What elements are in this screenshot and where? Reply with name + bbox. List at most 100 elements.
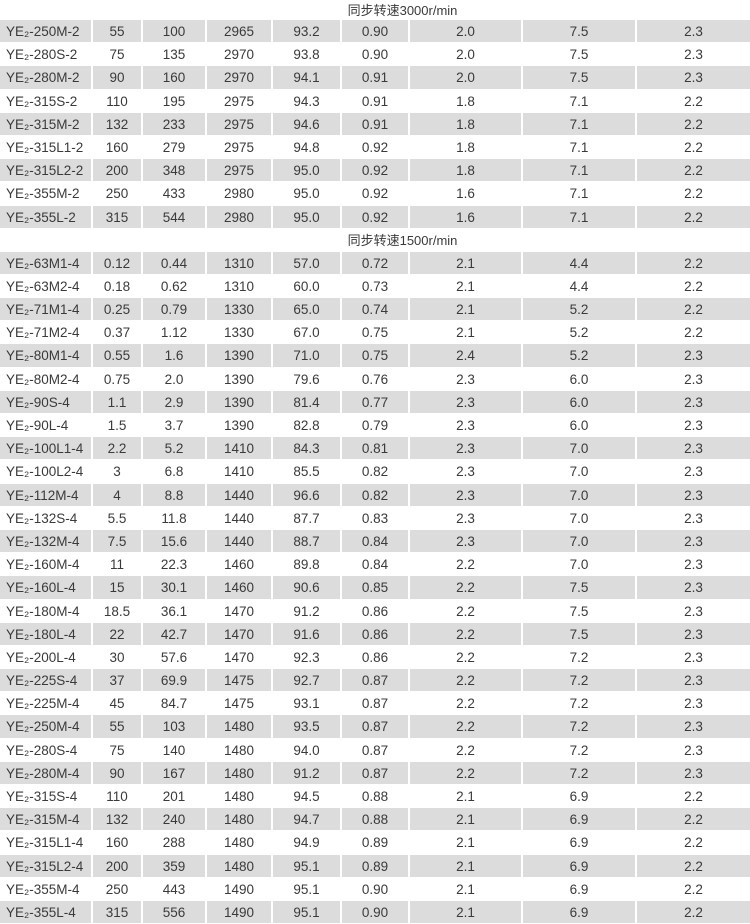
value-cell: 7.2 bbox=[523, 761, 637, 785]
value-cell: 4.4 bbox=[523, 251, 637, 275]
value-cell: 2975 bbox=[207, 89, 273, 113]
value-cell: 4 bbox=[93, 483, 143, 507]
value-cell: 1460 bbox=[207, 576, 273, 600]
model-cell: YE₂-315L2-4 bbox=[0, 854, 93, 878]
value-cell: 0.90 bbox=[342, 43, 410, 67]
value-cell: 2.3 bbox=[410, 460, 523, 484]
value-cell: 93.2 bbox=[273, 20, 342, 44]
value-cell: 2.3 bbox=[637, 390, 750, 414]
value-cell: 2.3 bbox=[410, 390, 523, 414]
value-cell: 11 bbox=[93, 553, 143, 577]
value-cell: 11.8 bbox=[143, 506, 207, 530]
table-row: YE₂-315L1-2 160 279 2975 94.8 0.92 1.8 7.1 2.2 bbox=[0, 135, 750, 160]
value-cell: 1.6 bbox=[410, 182, 523, 206]
value-cell: 1410 bbox=[207, 460, 273, 484]
value-cell: 7.1 bbox=[523, 205, 637, 229]
value-cell: 250 bbox=[93, 877, 143, 901]
value-cell: 6.0 bbox=[523, 367, 637, 391]
value-cell: 7.5 bbox=[523, 599, 637, 623]
value-cell: 2.2 bbox=[637, 159, 750, 183]
value-cell: 315 bbox=[93, 900, 143, 924]
value-cell: 2.1 bbox=[410, 900, 523, 924]
value-cell: 1310 bbox=[207, 251, 273, 275]
value-cell: 2.3 bbox=[637, 437, 750, 461]
value-cell: 2.3 bbox=[637, 553, 750, 577]
value-cell: 2.2 bbox=[410, 738, 523, 762]
value-cell: 2.3 bbox=[637, 507, 750, 530]
table-row: YE₂-355M-4 250 443 1490 95.1 0.90 2.1 6.9 2.2 bbox=[0, 877, 750, 901]
value-cell: 2.3 bbox=[637, 529, 750, 554]
value-cell: 2965 bbox=[207, 20, 273, 44]
value-cell: 0.90 bbox=[342, 20, 410, 44]
value-cell: 140 bbox=[143, 738, 207, 762]
model-cell: YE₂-100L2-4 bbox=[0, 460, 93, 484]
value-cell: 0.73 bbox=[342, 274, 410, 299]
value-cell: 5.5 bbox=[93, 506, 143, 530]
value-cell: 89.8 bbox=[273, 553, 342, 577]
value-cell: 0.91 bbox=[342, 89, 410, 113]
value-cell: 1390 bbox=[207, 367, 273, 391]
value-cell: 7.1 bbox=[523, 112, 637, 136]
value-cell: 7.1 bbox=[523, 89, 637, 113]
value-cell: 2.1 bbox=[410, 274, 523, 299]
value-cell: 2.2 bbox=[637, 275, 750, 299]
value-cell: 2975 bbox=[207, 159, 273, 183]
value-cell: 0.62 bbox=[143, 274, 207, 299]
model-cell: YE₂-90L-4 bbox=[0, 414, 93, 438]
value-cell: 7.2 bbox=[523, 715, 637, 739]
value-cell: 0.83 bbox=[342, 506, 410, 530]
value-cell: 160 bbox=[143, 66, 207, 90]
value-cell: 0.75 bbox=[342, 321, 410, 345]
value-cell: 0.87 bbox=[342, 761, 410, 785]
value-cell: 2975 bbox=[207, 112, 273, 136]
value-cell: 91.6 bbox=[273, 622, 342, 646]
value-cell: 2.3 bbox=[637, 622, 750, 646]
value-cell: 1480 bbox=[207, 808, 273, 832]
value-cell: 2.2 bbox=[637, 251, 750, 275]
value-cell: 94.1 bbox=[273, 66, 342, 90]
value-cell: 94.9 bbox=[273, 831, 342, 855]
model-cell: YE₂-180M-4 bbox=[0, 599, 93, 623]
value-cell: 2.2 bbox=[637, 205, 750, 229]
value-cell: 95.0 bbox=[273, 182, 342, 206]
value-cell: 1.8 bbox=[410, 159, 523, 183]
value-cell: 1.8 bbox=[410, 135, 523, 160]
model-cell: YE₂-100L1-4 bbox=[0, 437, 93, 461]
table-row: YE₂-280S-4 75 140 1480 94.0 0.87 2.2 7.2 2.3 bbox=[0, 738, 750, 762]
value-cell: 1.12 bbox=[143, 321, 207, 345]
model-cell: YE₂-225S-4 bbox=[0, 669, 93, 693]
value-cell: 2.2 bbox=[637, 785, 750, 809]
value-cell: 0.72 bbox=[342, 251, 410, 275]
value-cell: 7.0 bbox=[523, 437, 637, 461]
value-cell: 0.90 bbox=[342, 900, 410, 924]
value-cell: 6.9 bbox=[523, 854, 637, 878]
value-cell: 15 bbox=[93, 576, 143, 600]
value-cell: 2.9 bbox=[143, 390, 207, 414]
value-cell: 0.76 bbox=[342, 367, 410, 391]
value-cell: 1310 bbox=[207, 274, 273, 299]
value-cell: 1460 bbox=[207, 553, 273, 577]
table-row: YE₂-280M-4 90 167 1480 91.2 0.87 2.2 7.2 2.3 bbox=[0, 761, 750, 785]
value-cell: 0.89 bbox=[342, 854, 410, 878]
value-cell: 0.87 bbox=[342, 669, 410, 693]
model-cell: YE₂-355M-2 bbox=[0, 182, 93, 206]
value-cell: 69.9 bbox=[143, 669, 207, 693]
table-row: YE₂-280M-2 90 160 2970 94.1 0.91 2.0 7.5 2.3 bbox=[0, 66, 750, 90]
value-cell: 2.2 bbox=[410, 599, 523, 623]
value-cell: 0.81 bbox=[342, 437, 410, 461]
value-cell: 1490 bbox=[207, 877, 273, 901]
value-cell: 2.3 bbox=[410, 437, 523, 461]
value-cell: 1390 bbox=[207, 414, 273, 438]
value-cell: 2.0 bbox=[410, 20, 523, 44]
value-cell: 7.2 bbox=[523, 692, 637, 716]
value-cell: 2.0 bbox=[410, 66, 523, 90]
value-cell: 15.6 bbox=[143, 529, 207, 554]
value-cell: 2980 bbox=[207, 182, 273, 206]
value-cell: 1390 bbox=[207, 390, 273, 414]
model-cell: YE₂-250M-2 bbox=[0, 20, 93, 44]
value-cell: 55 bbox=[93, 715, 143, 739]
value-cell: 0.92 bbox=[342, 182, 410, 206]
value-cell: 95.1 bbox=[273, 900, 342, 924]
value-cell: 2.2 bbox=[637, 298, 750, 322]
value-cell: 2.3 bbox=[637, 43, 750, 67]
